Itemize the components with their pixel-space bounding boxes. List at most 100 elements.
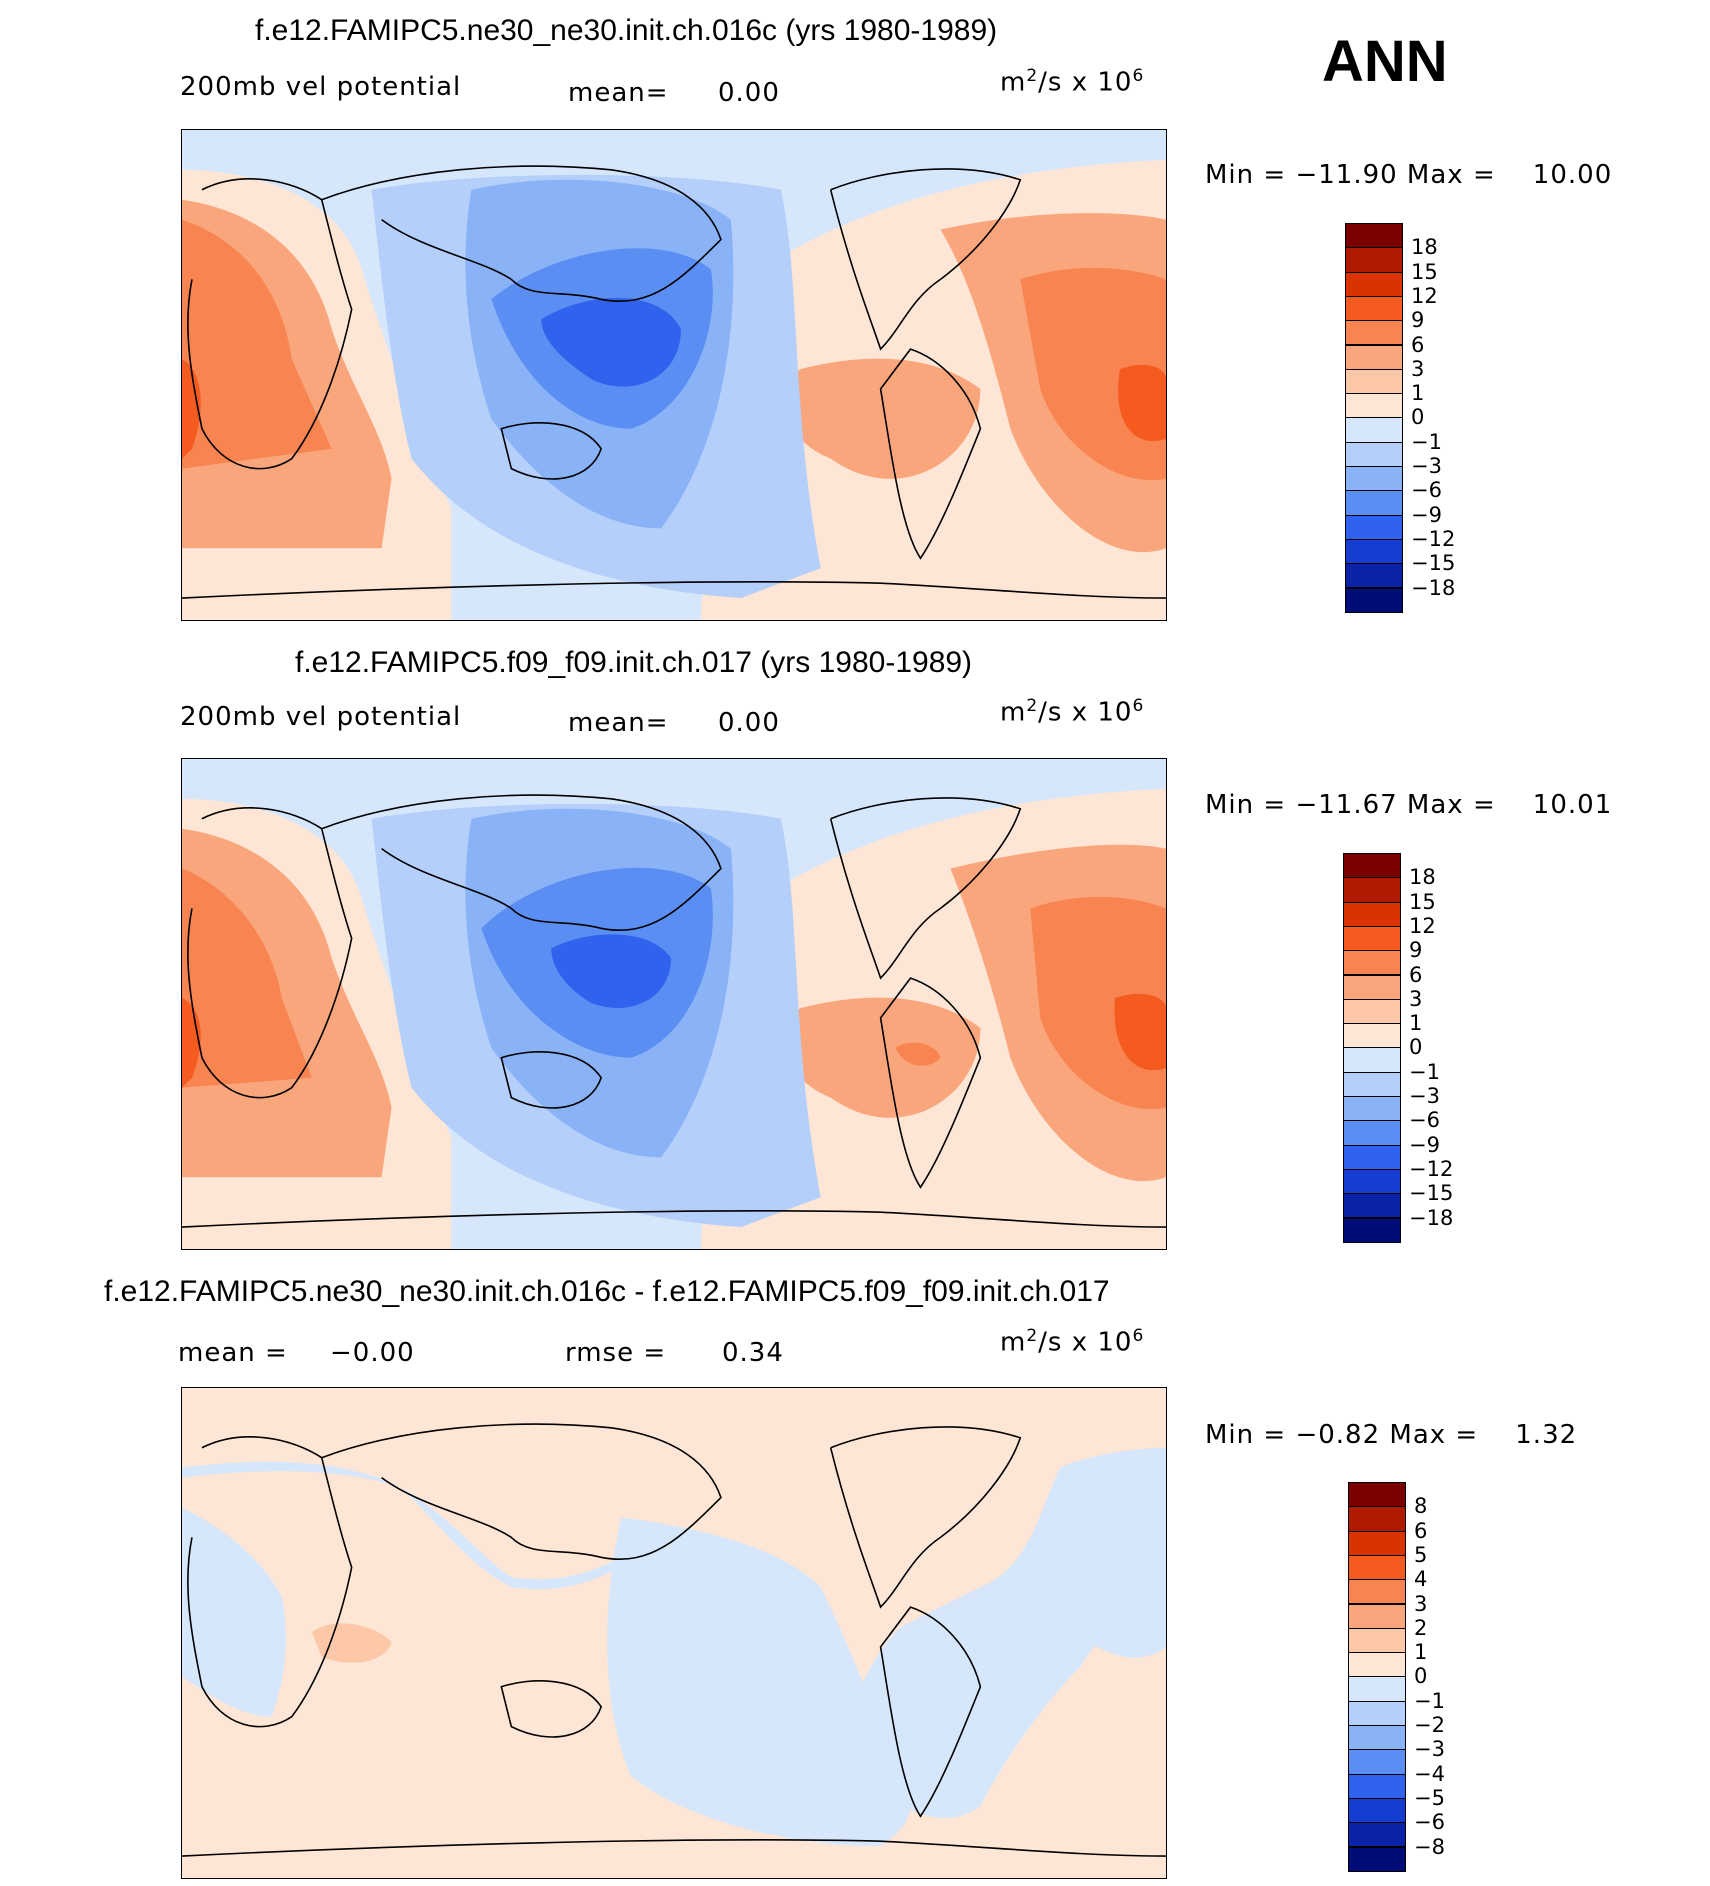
colorbar-box xyxy=(1345,271,1403,297)
colorbar-box xyxy=(1345,368,1403,395)
panel-3-minmax: Min = −0.82 Max = 1.32 xyxy=(1205,1420,1578,1450)
colorbar-box xyxy=(1345,490,1403,516)
panel-3-rmse-value: 0.34 xyxy=(722,1338,784,1368)
colorbar-label: −12 xyxy=(1409,1156,1454,1181)
colorbar-label: 3 xyxy=(1409,986,1423,1011)
colorbar-box xyxy=(1343,950,1401,976)
colorbar-box xyxy=(1348,1652,1406,1678)
colorbar-box xyxy=(1343,901,1401,927)
colorbar-box xyxy=(1348,1579,1406,1605)
colorbar-label: 6 xyxy=(1414,1518,1428,1543)
colorbar-label: 12 xyxy=(1409,913,1436,938)
panel-2-variable: 200mb vel potential xyxy=(180,702,462,732)
colorbar-label: 15 xyxy=(1411,259,1438,284)
colorbar-label: −15 xyxy=(1411,551,1456,576)
colorbar-box xyxy=(1348,1773,1406,1799)
colorbar-label: 1 xyxy=(1414,1640,1428,1665)
colorbar-box xyxy=(1348,1530,1406,1556)
colorbar-label: −15 xyxy=(1409,1181,1454,1206)
colorbar-box xyxy=(1348,1627,1406,1654)
colorbar-label: 2 xyxy=(1414,1615,1428,1640)
colorbar-label: 18 xyxy=(1409,865,1436,890)
colorbar-box xyxy=(1345,247,1403,273)
colorbar-box xyxy=(1345,295,1403,322)
season-label: ANN xyxy=(1322,29,1448,94)
colorbar-box xyxy=(1348,1482,1406,1508)
panel-3-title: f.e12.FAMIPC5.ne30_ne30.init.ch.016c - f… xyxy=(104,1275,1110,1308)
colorbar-box xyxy=(1348,1749,1406,1775)
colorbar-label: −18 xyxy=(1409,1205,1454,1230)
panel-2-mean-label: mean= xyxy=(568,708,669,738)
colorbar-label: 8 xyxy=(1414,1494,1428,1519)
colorbar-box xyxy=(1343,1120,1401,1146)
colorbar-box xyxy=(1343,1217,1401,1243)
colorbar-box xyxy=(1343,877,1401,903)
panel-2-colorbar: 18 15 12 9 6 3 1 0 −1 −3 −6 −9 −12 −15 −18 xyxy=(1343,853,1473,1247)
colorbar-label: −3 xyxy=(1409,1084,1440,1108)
panel-3-mean-value: −0.00 xyxy=(330,1338,415,1368)
panel-2-minmax: Min = −11.67 Max = 10.01 xyxy=(1205,790,1613,820)
colorbar-label: −4 xyxy=(1414,1761,1445,1786)
colorbar-box xyxy=(1345,514,1403,540)
colorbar-label: 6 xyxy=(1411,332,1425,357)
colorbar-label: −6 xyxy=(1411,478,1442,503)
colorbar-box xyxy=(1345,587,1403,613)
panel-1-variable: 200mb vel potential xyxy=(180,72,462,102)
panel-3-rmse-label: rmse = xyxy=(565,1338,667,1368)
colorbar-label: −18 xyxy=(1411,575,1456,600)
colorbar-label: 3 xyxy=(1414,1591,1428,1616)
colorbar-box xyxy=(1343,974,1401,1000)
colorbar-label: 12 xyxy=(1411,283,1438,308)
colorbar-label: −12 xyxy=(1411,526,1456,551)
colorbar-box xyxy=(1343,853,1401,879)
panel-3-mean-label: mean = xyxy=(178,1338,288,1368)
colorbar-label: 18 xyxy=(1411,235,1438,260)
colorbar-box xyxy=(1345,223,1403,249)
panel-2-title: f.e12.FAMIPC5.f09_f09.init.ch.017 (yrs 1… xyxy=(295,646,973,679)
colorbar-box xyxy=(1345,466,1403,492)
panel-2-units: m2/s x 106 xyxy=(1000,696,1145,728)
colorbar-label: −6 xyxy=(1409,1108,1440,1133)
colorbar-label: 1 xyxy=(1409,1011,1423,1036)
colorbar-box xyxy=(1343,1144,1401,1170)
colorbar-box xyxy=(1348,1797,1406,1824)
colorbar-label: −9 xyxy=(1411,502,1442,527)
colorbar-box xyxy=(1348,1603,1406,1629)
colorbar-box xyxy=(1345,393,1403,419)
colorbar-box xyxy=(1348,1676,1406,1702)
panel-1-minmax: Min = −11.90 Max = 10.00 xyxy=(1205,160,1613,190)
colorbar-box xyxy=(1345,563,1403,589)
colorbar-box xyxy=(1343,1023,1401,1049)
panel-2-mean-value: 0.00 xyxy=(718,708,780,738)
panel-1-colorbar: 18 15 12 9 6 3 1 0 −1 −3 −6 −9 −12 −15 −18 xyxy=(1345,223,1475,617)
colorbar-box xyxy=(1348,1700,1406,1726)
colorbar-label: 0 xyxy=(1411,405,1425,430)
colorbar-label: −8 xyxy=(1414,1834,1445,1859)
colorbar-label: 9 xyxy=(1409,938,1423,963)
panel-1-mean-label: mean= xyxy=(568,78,669,108)
colorbar-label: −5 xyxy=(1414,1785,1445,1810)
panel-3-map xyxy=(181,1387,1167,1879)
colorbar-box xyxy=(1345,538,1403,565)
colorbar-label: −1 xyxy=(1414,1688,1445,1713)
colorbar-label: 6 xyxy=(1409,962,1423,987)
colorbar-label: −1 xyxy=(1411,429,1442,454)
panel-1-title: f.e12.FAMIPC5.ne30_ne30.init.ch.016c (yr… xyxy=(255,14,998,47)
panel-1-mean-value: 0.00 xyxy=(718,78,780,108)
colorbar-box xyxy=(1343,1071,1401,1097)
colorbar-label: 4 xyxy=(1414,1567,1428,1592)
colorbar-label: −9 xyxy=(1409,1132,1440,1157)
colorbar-box xyxy=(1348,1822,1406,1848)
colorbar-box xyxy=(1348,1506,1406,1532)
colorbar-box xyxy=(1348,1725,1406,1751)
colorbar-label: 5 xyxy=(1414,1542,1428,1567)
colorbar-label: −3 xyxy=(1411,454,1442,478)
colorbar-label: −6 xyxy=(1414,1810,1445,1835)
colorbar-label: 9 xyxy=(1411,308,1425,333)
colorbar-label: −2 xyxy=(1414,1713,1445,1737)
colorbar-label: 3 xyxy=(1411,356,1425,381)
colorbar-box xyxy=(1343,1096,1401,1122)
panel-3-colorbar: 8 6 5 4 3 2 1 0 −1 −2 −3 −4 −5 −6 −8 xyxy=(1348,1482,1478,1876)
colorbar-box xyxy=(1348,1554,1406,1581)
colorbar-box xyxy=(1343,1168,1401,1195)
